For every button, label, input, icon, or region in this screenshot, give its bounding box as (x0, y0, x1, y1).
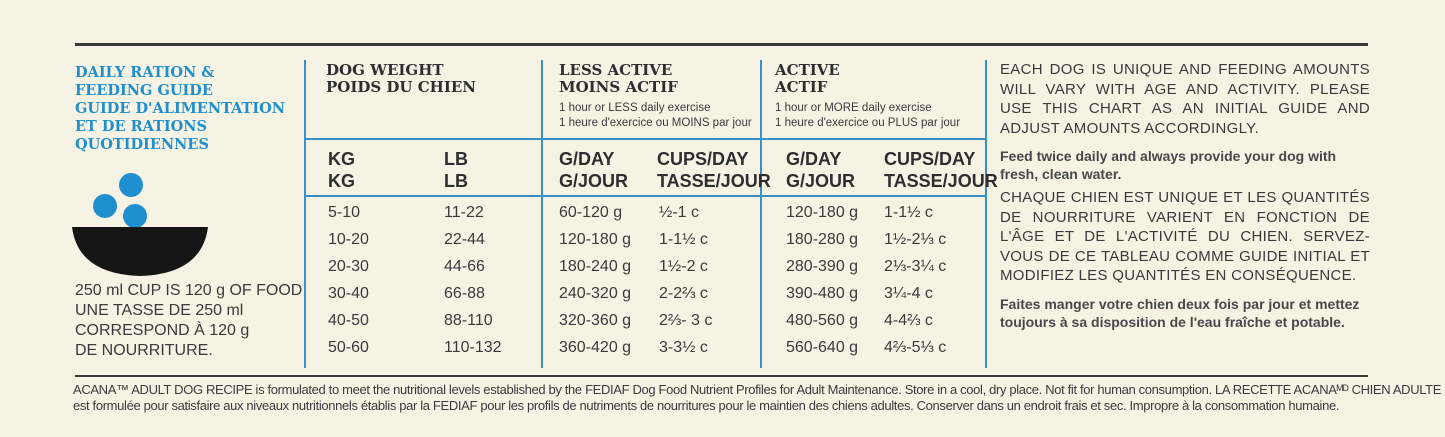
dog-weight-label: DOG WEIGHT (326, 61, 444, 79)
lb-cell: 22-44 (444, 231, 485, 248)
less-cups-cell: 1-1½ c (659, 231, 708, 248)
active-note-en: 1 hour or MORE daily exercise (775, 102, 932, 114)
cup-note-line: UNE TASSE DE 250 ml (75, 302, 244, 319)
less-active-note-fr: 1 heure d'exercice ou MOINS par jour (559, 117, 752, 129)
top-rule (75, 43, 1368, 46)
active-cups-cell: 4-4⅔ c (884, 312, 933, 329)
less-active-label: LESS ACTIVE (559, 61, 673, 79)
active-cups-cell: 1½-2⅓ c (884, 231, 947, 248)
cups-label-fr: TASSE/JOUR (884, 171, 998, 191)
active-note: 1 hour or MORE daily exercise 1 heure d'… (775, 101, 960, 131)
active-cups-cell: 1-1½ c (884, 204, 933, 221)
less-grams-cell: 240-320 g (559, 285, 632, 302)
lb-cell: 44-66 (444, 258, 485, 275)
divider-info (985, 60, 987, 368)
less-cups-header: CUPS/DAY TASSE/JOUR (657, 148, 771, 192)
active-cups-cell: 3¼-4 c (884, 285, 933, 302)
cups-label-fr: TASSE/JOUR (657, 171, 771, 191)
kg-cell: 40-50 (328, 312, 369, 329)
guide-title-line: QUOTIDIENNES (75, 136, 209, 153)
cups-label: CUPS/DAY (884, 149, 976, 169)
less-grams-cell: 360-420 g (559, 339, 632, 356)
active-grams-cell: 560-640 g (786, 339, 859, 356)
guide-title: DAILY RATION & FEEDING GUIDE GUIDE D'ALI… (75, 64, 300, 154)
less-active-note: 1 hour or LESS daily exercise 1 heure d'… (559, 101, 752, 131)
cup-note-line: DE NOURRITURE. (75, 342, 213, 359)
header-rule (304, 138, 987, 140)
active-label-fr: ACTIF (775, 78, 828, 96)
gday-label-fr: G/JOUR (559, 171, 629, 191)
active-label: ACTIVE (775, 61, 840, 79)
less-active-note-en: 1 hour or LESS daily exercise (559, 102, 711, 114)
active-grams-cell: 390-480 g (786, 285, 859, 302)
less-cups-cell: 3-3½ c (659, 339, 708, 356)
gday-label: G/DAY (559, 149, 615, 169)
less-cups-cell: 2⅔- 3 c (659, 312, 713, 329)
active-cups-header: CUPS/DAY TASSE/JOUR (884, 148, 998, 192)
less-cups-cell: ½-1 c (659, 204, 700, 221)
dog-weight-label-fr: POIDS DU CHIEN (326, 78, 477, 96)
gday-label: G/DAY (786, 149, 842, 169)
less-grams-cell: 320-360 g (559, 312, 632, 329)
lb-cell: 66-88 (444, 285, 485, 302)
kg-cell: 10-20 (328, 231, 369, 248)
units-rule (304, 195, 987, 197)
cup-note-line: 250 ml CUP IS 120 g OF FOOD (75, 282, 303, 299)
bottom-rule (75, 375, 1368, 377)
kg-label: KG (328, 149, 355, 169)
lb-label: LB (444, 149, 468, 169)
info-fr-small: Faites manger votre chien deux fois par … (1000, 296, 1360, 330)
active-note-fr: 1 heure d'exercice ou PLUS par jour (775, 117, 961, 129)
less-cups-cell: 2-2⅔ c (659, 285, 708, 302)
less-grams-cell: 120-180 g (559, 231, 632, 248)
active-cups-cell: 2⅓-3¼ c (884, 258, 947, 275)
dog-weight-header: DOG WEIGHT POIDS DU CHIEN (326, 62, 476, 96)
kg-cell: 20-30 (328, 258, 369, 275)
footer-line: ACANA™ ADULT DOG RECIPE is formulated to… (73, 382, 1442, 397)
cup-note-line: CORRESPOND À 120 g (75, 322, 250, 339)
less-grams-cell: 180-240 g (559, 258, 632, 275)
food-bowl-icon (72, 173, 208, 276)
active-grams-cell: 280-390 g (786, 258, 859, 275)
less-grams-cell: 60-120 g (559, 204, 623, 221)
kg-header: KG KG (328, 148, 355, 192)
info-en-caps: EACH DOG IS UNIQUE AND FEEDING AMOUNTS W… (1000, 61, 1370, 137)
divider-weight (304, 60, 306, 368)
lb-cell: 88-110 (444, 312, 493, 329)
less-active-label-fr: MOINS ACTIF (559, 78, 678, 96)
active-grams-cell: 180-280 g (786, 231, 859, 248)
active-header: ACTIVE ACTIF (775, 62, 840, 96)
active-grams-cell: 120-180 g (786, 204, 859, 221)
cup-note: 250 ml CUP IS 120 g OF FOOD UNE TASSE DE… (75, 281, 302, 361)
less-cups-cell: 1½-2 c (659, 258, 708, 275)
lb-label-fr: LB (444, 171, 468, 191)
footer-line: est formulée pour satisfaire aux niveaux… (73, 398, 1340, 413)
info-fr-caps: CHAQUE CHIEN EST UNIQUE ET LES QUANTITÉS… (1000, 189, 1370, 284)
footer-legal: ACANA™ ADULT DOG RECIPE is formulated to… (73, 382, 1442, 414)
kg-label-fr: KG (328, 171, 355, 191)
lb-cell: 11-22 (444, 204, 484, 221)
active-gday-header: G/DAY G/JOUR (786, 148, 855, 192)
lb-cell: 110-132 (444, 339, 502, 356)
lb-header: LB LB (444, 148, 468, 192)
guide-title-line: DAILY RATION & (75, 64, 215, 81)
divider-active (760, 60, 762, 368)
gday-label-fr: G/JOUR (786, 171, 856, 191)
guide-title-line: ET DE RATIONS (75, 118, 208, 135)
less-gday-header: G/DAY G/JOUR (559, 148, 628, 192)
info-en-small: Feed twice daily and always provide your… (1000, 148, 1337, 182)
kg-cell: 50-60 (328, 339, 369, 356)
active-cups-cell: 4⅔-5⅓ c (884, 339, 947, 356)
kg-cell: 5-10 (328, 204, 361, 221)
guide-title-line: FEEDING GUIDE (75, 82, 213, 99)
divider-less-active (541, 60, 543, 368)
guide-title-line: GUIDE D'ALIMENTATION (75, 100, 285, 117)
kg-cell: 30-40 (328, 285, 369, 302)
less-active-header: LESS ACTIVE MOINS ACTIF (559, 62, 678, 96)
cups-label: CUPS/DAY (657, 149, 749, 169)
active-grams-cell: 480-560 g (786, 312, 859, 329)
